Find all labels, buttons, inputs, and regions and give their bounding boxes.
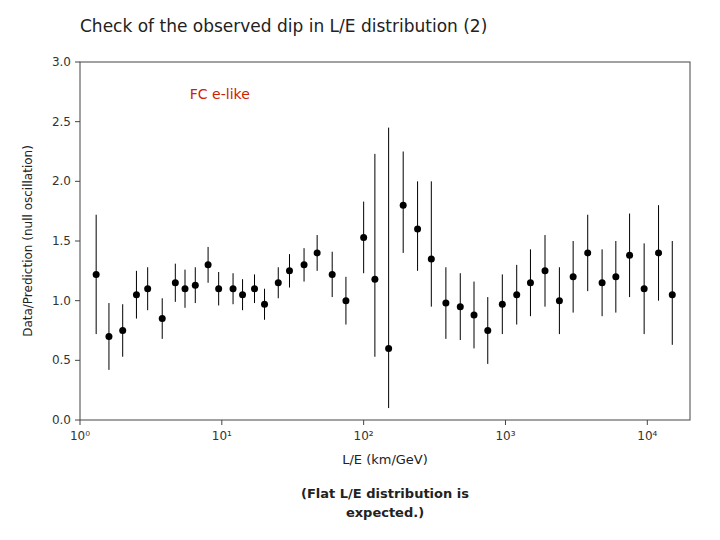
marks xyxy=(93,128,676,408)
point xyxy=(400,202,407,209)
y-tick xyxy=(75,181,80,182)
error-bar xyxy=(431,181,432,306)
point xyxy=(251,285,258,292)
point xyxy=(329,271,336,278)
point xyxy=(119,327,126,334)
y-tick-label: 2.5 xyxy=(52,115,71,129)
point xyxy=(342,297,349,304)
error-bar xyxy=(374,154,375,357)
x-tick-label: 10³ xyxy=(495,429,515,443)
x-tick xyxy=(505,420,506,425)
x-tick xyxy=(221,420,222,425)
x-tick xyxy=(80,420,81,425)
subtitle-line: (Flat L/E distribution is xyxy=(301,486,469,501)
point xyxy=(172,279,179,286)
point xyxy=(230,285,237,292)
x-tick-label: 10⁴ xyxy=(637,429,657,443)
y-tick-label: 1.5 xyxy=(52,234,71,248)
point xyxy=(484,327,491,334)
subtitle-line: expected.) xyxy=(346,505,424,520)
y-tick xyxy=(75,121,80,122)
x-tick xyxy=(363,420,364,425)
point xyxy=(93,271,100,278)
point xyxy=(527,279,534,286)
point xyxy=(584,249,591,256)
point xyxy=(471,311,478,318)
point xyxy=(626,252,633,259)
point xyxy=(655,249,662,256)
point xyxy=(105,333,112,340)
y-tick-label: 2.0 xyxy=(52,174,71,188)
y-tick xyxy=(75,300,80,301)
point xyxy=(182,285,189,292)
y-tick-label: 1.0 xyxy=(52,294,71,308)
point xyxy=(314,249,321,256)
title: Check of the observed dip in L/E distrib… xyxy=(80,16,487,36)
chart-svg: Check of the observed dip in L/E distrib… xyxy=(0,0,720,540)
y-tick xyxy=(75,62,80,63)
point xyxy=(275,279,282,286)
y-tick-label: 0.5 xyxy=(52,353,71,367)
point xyxy=(192,282,199,289)
y-tick xyxy=(75,360,80,361)
point xyxy=(556,297,563,304)
y-tick-label: 3.0 xyxy=(52,55,71,69)
point xyxy=(239,291,246,298)
point xyxy=(669,291,676,298)
point xyxy=(414,226,421,233)
point xyxy=(542,267,549,274)
x-tick-label: 10⁰ xyxy=(70,429,90,443)
point xyxy=(301,261,308,268)
point xyxy=(428,255,435,262)
point xyxy=(570,273,577,280)
y-tick xyxy=(75,420,80,421)
annotation: FC e-like xyxy=(190,86,250,102)
x-tick xyxy=(647,420,648,425)
plot-frame xyxy=(80,62,690,420)
subtitle: (Flat L/E distribution is expected.) xyxy=(301,486,469,520)
point xyxy=(442,300,449,307)
point xyxy=(286,267,293,274)
error-bar xyxy=(388,128,389,408)
point xyxy=(205,261,212,268)
point xyxy=(261,301,268,308)
point xyxy=(159,315,166,322)
y-axis-label: Data/Prediction (null oscillation) xyxy=(21,145,35,337)
point xyxy=(641,285,648,292)
chart-container: Check of the observed dip in L/E distrib… xyxy=(0,0,720,540)
point xyxy=(360,234,367,241)
x-tick-label: 10² xyxy=(354,429,374,443)
point xyxy=(513,291,520,298)
y-tick xyxy=(75,241,80,242)
y-tick-label: 0.0 xyxy=(52,413,71,427)
point xyxy=(371,276,378,283)
point xyxy=(599,279,606,286)
point xyxy=(499,301,506,308)
point xyxy=(612,273,619,280)
point xyxy=(133,291,140,298)
point xyxy=(215,285,222,292)
x-axis-label: L/E (km/GeV) xyxy=(342,452,428,467)
point xyxy=(457,303,464,310)
point xyxy=(144,285,151,292)
axes: 10⁰ 10¹ 10² 10³ 10⁴ 0.0 0.5 1.0 1.5 2.0 2.5 3.0 xyxy=(52,55,690,443)
point xyxy=(385,345,392,352)
x-tick-label: 10¹ xyxy=(212,429,232,443)
